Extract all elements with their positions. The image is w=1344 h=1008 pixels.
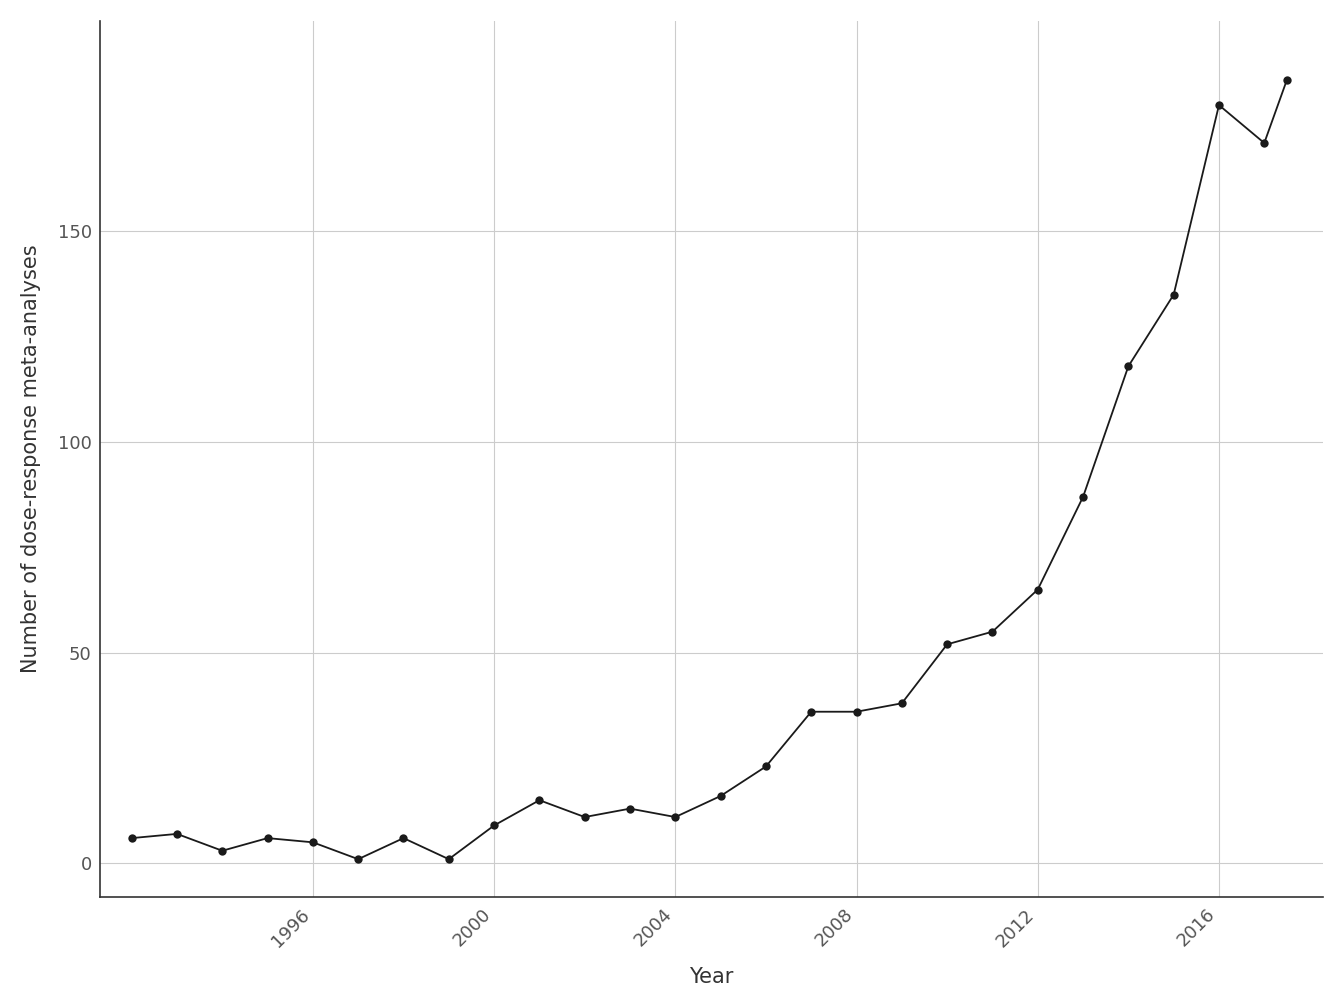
X-axis label: Year: Year (689, 967, 734, 987)
Y-axis label: Number of dose-response meta-analyses: Number of dose-response meta-analyses (22, 245, 40, 673)
